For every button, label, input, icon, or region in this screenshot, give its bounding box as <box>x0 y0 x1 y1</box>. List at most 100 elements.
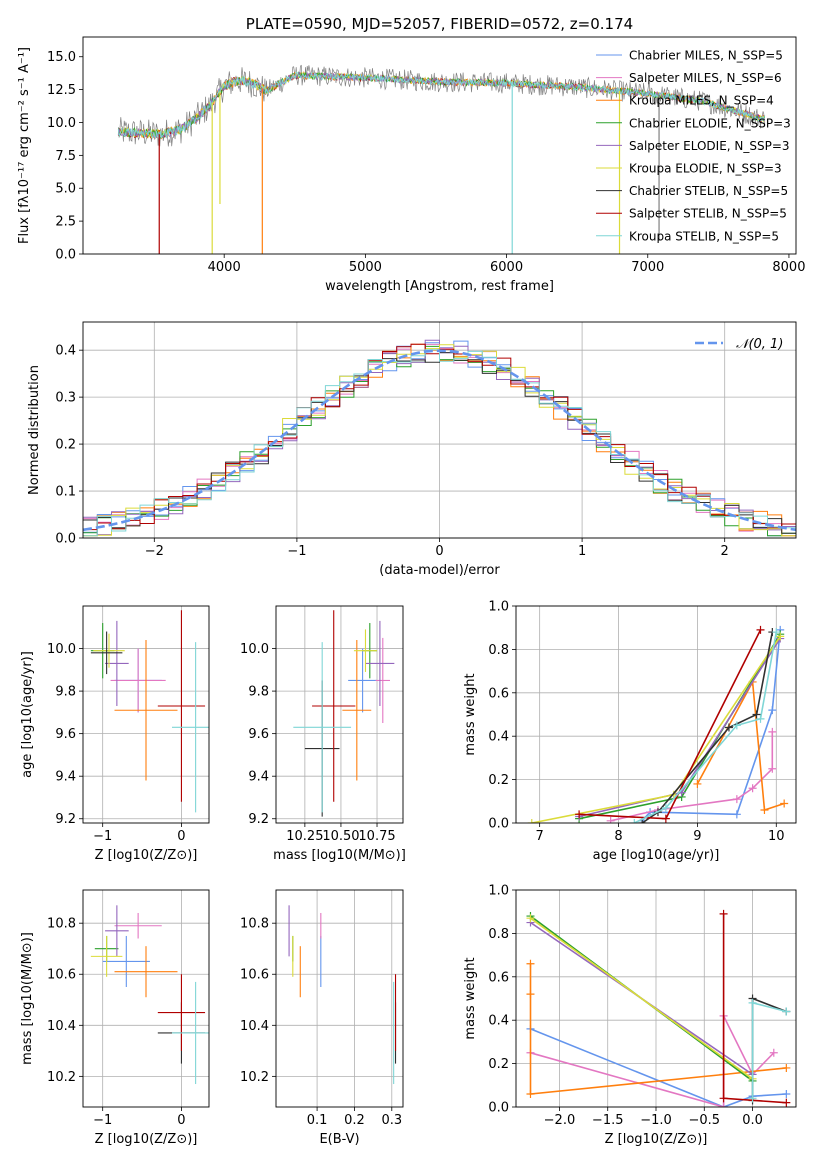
y-tick-label: 2.5 <box>55 215 76 230</box>
series-kroupa_elodie <box>527 632 785 823</box>
data-point <box>606 816 615 823</box>
x-tick-label: −2 <box>145 544 164 559</box>
error-bar-salpeter_miles <box>110 648 166 713</box>
series-line <box>530 1015 775 1107</box>
data-point <box>732 795 741 804</box>
y-axis-label: mass weight <box>463 957 478 1039</box>
legend-label: Chabrier MILES, N_SSP=5 <box>629 49 783 63</box>
x-tick-label: 10.25 <box>286 829 323 844</box>
residuals-panel: −2 −1 0 1 2 0.0 0.1 0.2 0.3 0.4 (data-model)/error… <box>27 321 797 578</box>
series-salpeter_miles <box>526 1011 778 1107</box>
y-tick-label: 9.8 <box>248 685 269 700</box>
x-axis-label: wavelength [Angstrom, rest frame] <box>325 279 554 294</box>
data-point <box>526 959 535 968</box>
data-point <box>661 814 670 823</box>
legend-label: 𝒩(0, 1) <box>736 337 783 352</box>
y-tick-label: 9.4 <box>248 770 269 785</box>
data-point <box>527 819 536 823</box>
data-point <box>526 1089 535 1098</box>
series-line <box>530 1028 787 1107</box>
x-tick-label: 0.3 <box>381 1113 402 1128</box>
series-salpeter_stelib <box>719 909 791 1107</box>
mass-vs-metallicity-panel: −1 0 10.2 10.4 10.6 10.8 Z [log10(Z/Z⊙)] mass [… <box>20 889 210 1147</box>
legend-label: Kroupa MILES, N_SSP=4 <box>629 94 774 108</box>
spectrum-line-salpeter_elodie <box>117 71 766 140</box>
data-point <box>724 723 733 732</box>
y-tick-label: 5.0 <box>55 182 76 197</box>
axes-frame <box>515 605 797 824</box>
data-point <box>752 710 761 719</box>
x-axis-label: (data-model)/error <box>379 563 500 578</box>
x-tick-label: 0.0 <box>742 1113 763 1128</box>
data-point <box>768 706 777 715</box>
axes-frame <box>275 605 404 824</box>
spectrum-line-kroupa_stelib <box>117 71 766 140</box>
histogram-kroupa_stelib <box>83 349 796 537</box>
data-point <box>782 1007 791 1016</box>
series-line <box>641 629 781 822</box>
legend-label: Salpeter MILES, N_SSP=6 <box>629 71 782 85</box>
x-tick-label: 5000 <box>349 260 382 275</box>
data-point <box>768 727 777 736</box>
x-tick-label: −1 <box>93 829 112 844</box>
error-bar-chabrier_stelib <box>90 631 123 675</box>
y-tick-label: 10.4 <box>240 1019 269 1034</box>
plot-area <box>293 610 395 817</box>
x-tick-label: 6000 <box>490 260 523 275</box>
axes-frame <box>82 889 210 1108</box>
y-tick-label: 9.4 <box>55 770 76 785</box>
y-tick-label: 0.1 <box>55 485 76 500</box>
axes-frame <box>82 321 797 539</box>
error-bar-kroupa_elodie <box>90 935 123 977</box>
y-tick-label: 10.4 <box>47 1019 76 1034</box>
spectrum-panel: 4000 5000 6000 7000 8000 0.0 2.5 5.0 7.5 10.0 12.5… <box>17 15 805 294</box>
x-tick-label: 7000 <box>631 260 664 275</box>
y-tick-label: 1.0 <box>488 884 509 899</box>
y-tick-label: 9.2 <box>55 812 76 827</box>
y-tick-label: 9.8 <box>55 685 76 700</box>
grid <box>276 606 403 823</box>
y-tick-label: 0.6 <box>488 686 509 701</box>
error-bar-kroupa_stelib <box>171 981 209 1085</box>
data-point <box>769 1048 778 1057</box>
x-tick-label: 10 <box>768 829 785 844</box>
y-axis-label: age [log10(age/yr)] <box>20 651 35 778</box>
series-chabrier_miles <box>638 625 785 823</box>
error-bar-kroupa_miles <box>114 946 178 998</box>
error-bar-chabrier_miles <box>102 935 150 988</box>
x-tick-label: 0 <box>177 1113 185 1128</box>
y-tick-label: 9.2 <box>248 812 269 827</box>
series-line <box>751 1001 787 1099</box>
data-point <box>748 1094 757 1103</box>
data-point <box>732 721 741 730</box>
data-point <box>756 625 765 634</box>
grid <box>83 890 209 1107</box>
error-bar-salpeter_stelib <box>312 610 356 802</box>
data-point <box>661 803 670 812</box>
x-tick-label: 10.50 <box>322 829 359 844</box>
normal-curve <box>83 349 796 532</box>
series-kroupa_elodie <box>526 914 757 1083</box>
x-tick-label: 7 <box>536 829 544 844</box>
x-tick-label: 1 <box>578 544 586 559</box>
y-tick-label: 10.0 <box>47 642 76 657</box>
y-tick-label: 9.6 <box>248 727 269 742</box>
legend-label: Chabrier ELODIE, N_SSP=3 <box>629 116 791 130</box>
y-tick-label: 0.2 <box>488 773 509 788</box>
y-tick-label: 0.6 <box>488 970 509 985</box>
data-point <box>732 810 741 819</box>
y-tick-label: 10.2 <box>47 1070 76 1085</box>
y-tick-label: 7.5 <box>55 149 76 164</box>
error-bar-chabrier_miles <box>348 648 378 713</box>
x-tick-label: −1 <box>93 1113 112 1128</box>
x-axis-label: age [log10(age/yr)] <box>593 848 720 863</box>
x-tick-label: −1.5 <box>592 1113 624 1128</box>
error-bar-salpeter_miles <box>114 912 162 939</box>
plot-area <box>83 339 796 537</box>
x-axis-label: mass [log10(M/M⊙)] <box>273 848 406 863</box>
series-line <box>579 629 762 820</box>
error-bar-salpeter_stelib <box>157 974 206 1051</box>
series-salpeter_stelib <box>575 625 765 823</box>
